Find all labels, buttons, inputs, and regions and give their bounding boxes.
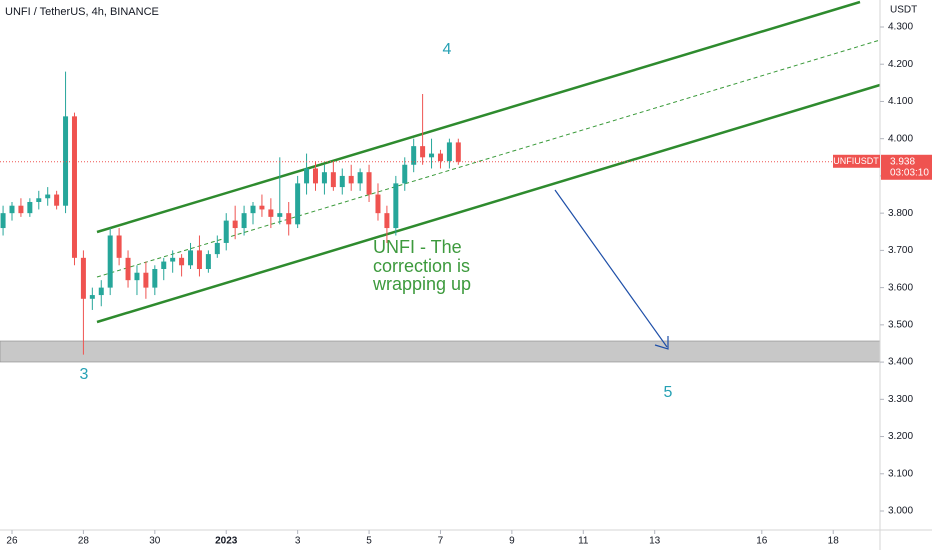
channel-mid	[96, 39, 881, 278]
x-tick-label: 5	[366, 536, 372, 547]
arrow-head	[654, 336, 669, 350]
candle-body	[188, 250, 194, 266]
y-tick-label: 3.000	[888, 506, 913, 517]
candle-body	[63, 116, 69, 206]
y-tick-label: 3.600	[888, 282, 913, 293]
x-tick-label: 26	[6, 536, 18, 547]
candle-body	[125, 257, 131, 281]
candle-body	[0, 213, 6, 229]
x-tick-label: 11	[578, 536, 589, 547]
candle-body	[9, 205, 15, 214]
candle-body	[312, 168, 318, 184]
channel-upper	[96, 0, 861, 234]
x-tick-label: 28	[78, 536, 90, 547]
x-tick-label: 30	[149, 536, 161, 547]
candle-body	[446, 142, 452, 162]
candle-body	[420, 146, 426, 158]
wave-label: 3	[80, 366, 89, 383]
candle-body	[241, 213, 247, 229]
y-tick-label: 3.300	[888, 394, 913, 405]
wave-label: 4	[443, 41, 452, 58]
candle-body	[375, 194, 381, 214]
x-tick-label: 9	[509, 536, 515, 547]
candle-body	[134, 272, 140, 281]
y-tick-label: 3.500	[888, 319, 913, 330]
candle-body	[455, 142, 461, 162]
price-label: 3.938	[890, 156, 915, 167]
x-tick-label: 13	[649, 536, 661, 547]
candle-body	[384, 213, 390, 229]
candle-body	[295, 183, 301, 225]
candle-body	[80, 257, 86, 299]
candle-body	[286, 213, 292, 225]
candle-body	[321, 172, 327, 184]
candle-body	[437, 153, 443, 162]
y-tick-label: 4.200	[888, 59, 913, 70]
candle-body	[250, 205, 256, 214]
candle-body	[179, 257, 185, 266]
y-tick-label: 3.200	[888, 431, 913, 442]
candle-body	[214, 242, 220, 255]
candle-body	[348, 175, 354, 184]
candle-body	[98, 287, 104, 296]
candle-body	[304, 168, 310, 184]
candle-body	[161, 261, 167, 270]
candle-body	[268, 209, 274, 217]
y-tick-label: 3.400	[888, 357, 913, 368]
candle-body	[339, 175, 345, 188]
candle-body	[402, 164, 408, 184]
candle-body	[27, 201, 33, 214]
candle-body	[357, 172, 363, 184]
candle-body	[89, 295, 95, 299]
y-tick-label: 4.300	[888, 22, 913, 33]
candle-body	[223, 220, 229, 243]
candle-body	[232, 220, 238, 229]
candle-body	[196, 250, 202, 270]
x-tick-label: 18	[828, 536, 840, 547]
candle-body	[54, 194, 60, 206]
candle-body	[366, 172, 372, 195]
y-tick-label: 3.700	[888, 245, 913, 256]
candle-body	[393, 183, 399, 229]
symbol-label: UNFIUSDT	[833, 156, 879, 166]
candle-body	[18, 205, 24, 214]
x-tick-label: 2023	[215, 536, 238, 547]
symbol-badge	[833, 154, 880, 168]
projection-arrow	[554, 189, 668, 348]
candle-body	[71, 116, 77, 258]
wave-label: 5	[664, 384, 673, 401]
candle-body	[107, 235, 113, 288]
note-text: wrapping up	[372, 274, 471, 294]
y-tick-label: 3.800	[888, 208, 913, 219]
candle-body	[45, 194, 51, 199]
y-tick-label: 4.000	[888, 133, 913, 144]
candle-body	[36, 198, 42, 202]
x-tick-label: 7	[438, 536, 444, 547]
countdown-label: 03:03:10	[890, 167, 929, 178]
axis-unit: USDT	[890, 5, 917, 16]
chart-title: UNFI / TetherUS, 4h, BINANCE	[5, 6, 159, 18]
price-badge	[881, 154, 932, 180]
y-tick-label: 4.100	[888, 96, 913, 107]
candle-body	[170, 257, 176, 262]
candle-body	[143, 272, 149, 288]
candle-body	[205, 254, 211, 270]
y-tick-label: 3.100	[888, 468, 913, 479]
support-zone	[0, 340, 881, 363]
candle-body	[259, 205, 265, 210]
channel-lower	[96, 83, 881, 324]
candle-body	[152, 269, 158, 288]
x-tick-label: 16	[756, 536, 768, 547]
candle-body	[116, 235, 122, 258]
x-tick-label: 3	[295, 536, 301, 547]
candle-body	[330, 172, 336, 188]
note-text: correction is	[373, 256, 470, 276]
candle-body	[429, 153, 435, 158]
candle-body	[411, 146, 417, 165]
note-text: UNFI - The	[373, 237, 462, 257]
candle-body	[277, 213, 283, 217]
